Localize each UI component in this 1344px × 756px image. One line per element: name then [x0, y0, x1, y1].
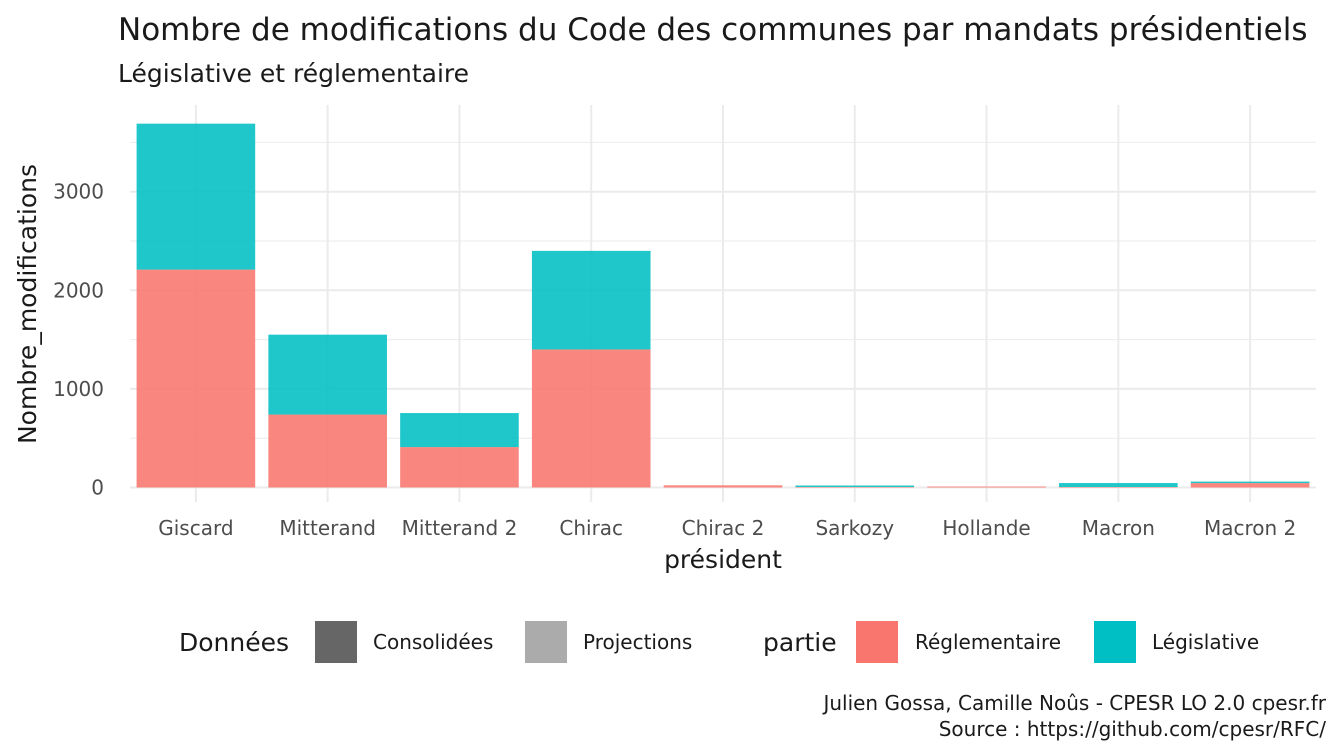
legend-label: Consolidées	[373, 630, 493, 654]
bar-legislative	[531, 250, 651, 350]
chart-subtitle: Législative et réglementaire	[118, 59, 469, 88]
bar-reglementaire	[400, 447, 519, 488]
y-tick-label: 2000	[53, 278, 104, 302]
x-tick-label: Sarkozy	[815, 516, 894, 540]
legend-key	[856, 621, 898, 663]
x-tick-label: Macron 2	[1204, 516, 1296, 540]
x-tick-label: Macron	[1082, 516, 1155, 540]
legend-label: Réglementaire	[915, 630, 1061, 654]
legend-title: Données	[179, 628, 289, 657]
legend-label: Législative	[1152, 630, 1259, 654]
bar-reglementaire	[927, 486, 1046, 488]
legend-key	[1094, 621, 1136, 663]
x-axis-title: président	[664, 545, 782, 574]
bar-legislative	[1059, 483, 1178, 488]
bar-legislative	[400, 413, 519, 448]
bar-legislative	[795, 485, 915, 488]
caption-source: Source : https://github.com/cpesr/RFC/	[939, 717, 1327, 741]
x-tick-label: Hollande	[942, 516, 1030, 540]
bars	[136, 123, 1310, 488]
y-tick-label: 1000	[53, 377, 104, 401]
y-tick-label: 3000	[53, 180, 104, 204]
y-axis: 0 1000 2000 3000	[53, 180, 104, 500]
x-tick-label: Giscard	[158, 516, 233, 540]
y-tick-label: 0	[91, 476, 104, 500]
legend-title: partie	[763, 628, 837, 657]
bar-reglementaire	[1190, 483, 1310, 488]
bar-reglementaire	[136, 269, 256, 488]
chart-title: Nombre de modifications du Code des comm…	[118, 12, 1308, 48]
legend-key	[315, 621, 357, 663]
bar-legislative	[1190, 481, 1310, 484]
bar-legislative	[268, 334, 387, 415]
x-tick-label: Chirac	[559, 516, 623, 540]
x-axis: Giscard Mitterand Mitterand 2 Chirac Chirac …	[158, 516, 1296, 540]
caption-credits: Julien Gossa, Camille Noûs - CPESR LO 2.…	[821, 691, 1326, 715]
bar-reglementaire	[531, 349, 651, 488]
x-tick-label: Mitterand 2	[402, 516, 518, 540]
legend-key	[525, 621, 567, 663]
bar-reglementaire	[268, 414, 387, 488]
legend: Données Consolidées Projections partie Régle…	[179, 621, 1259, 663]
x-tick-label: Chirac 2	[682, 516, 765, 540]
y-axis-title: Nombre_modifications	[13, 164, 42, 444]
legend-label: Projections	[583, 630, 692, 654]
x-tick-label: Mitterand	[279, 516, 376, 540]
bar-reglementaire	[663, 485, 783, 488]
bar-legislative	[136, 123, 256, 270]
